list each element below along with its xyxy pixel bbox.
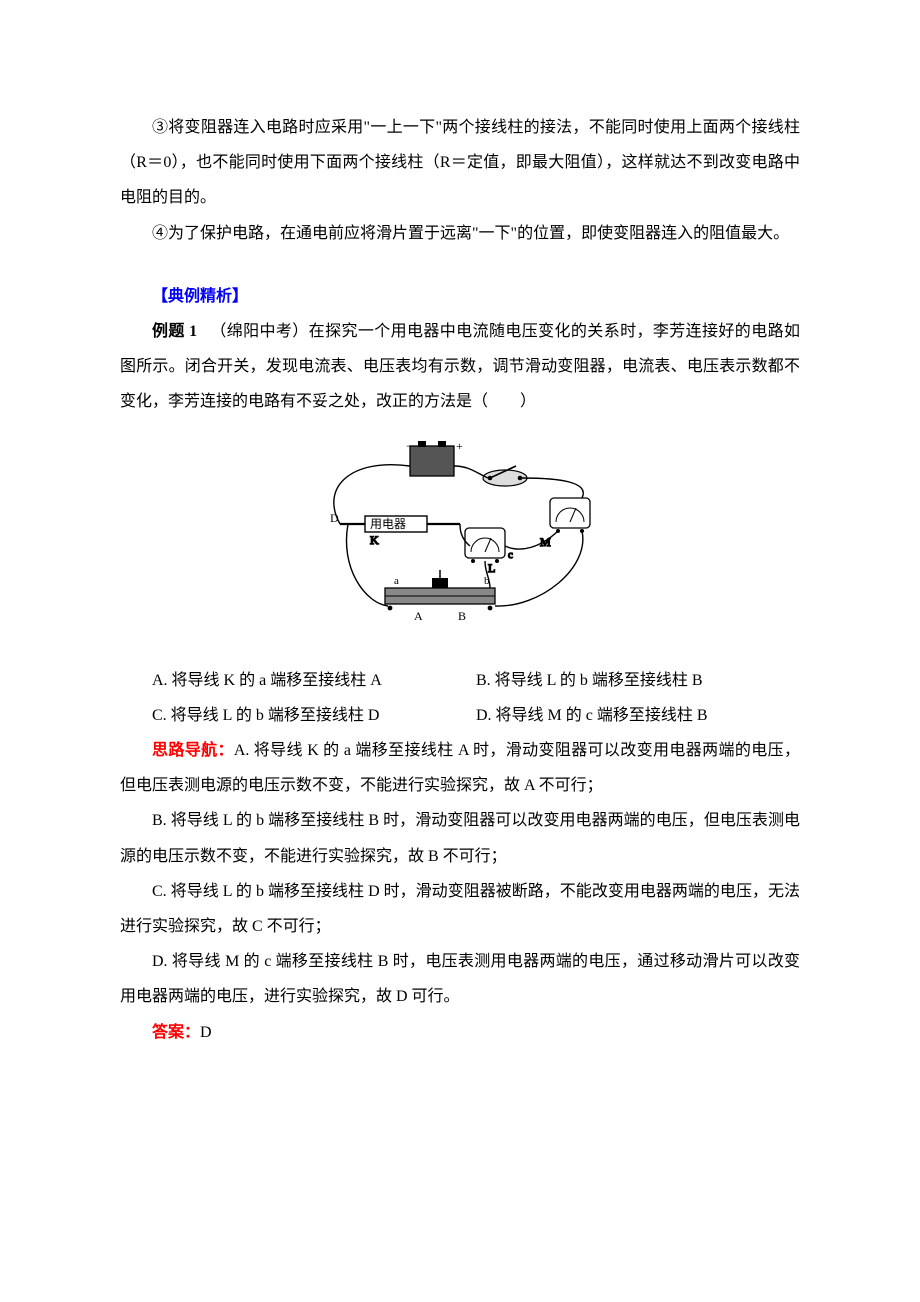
- analysis-B: B. 将导线 L 的 b 端移至接线柱 B 时，滑动变阻器可以改变用电器两端的电…: [120, 803, 800, 873]
- wire-K-label: K: [370, 533, 379, 547]
- wire-L-label: L: [488, 561, 495, 575]
- wire-M-label: M: [540, 535, 551, 549]
- paragraph-rule-3: ③将变阻器连入电路时应采用"一上一下"两个接线柱的接法，不能同时使用上面两个接线…: [120, 110, 800, 216]
- document-page: ③将变阻器连入电路时应采用"一上一下"两个接线柱的接法，不能同时使用上面两个接线…: [0, 0, 920, 1302]
- spacer: [120, 251, 800, 279]
- device-icon: 用电器 D: [330, 511, 460, 532]
- options-row-1: A. 将导线 K 的 a 端移至接线柱 A B. 将导线 L 的 b 端移至接线…: [120, 663, 800, 698]
- terminal-A-label: A: [414, 609, 423, 623]
- terminal-a-label: a: [394, 575, 399, 587]
- ammeter-icon: [465, 528, 505, 563]
- circuit-figure: − +: [120, 438, 800, 641]
- option-A: A. 将导线 K 的 a 端移至接线柱 A: [152, 663, 476, 698]
- answer-line: 答案：D: [120, 1015, 800, 1050]
- analysis-D: D. 将导线 M 的 c 端移至接线柱 B 时，电压表测用电器两端的电压，通过移…: [120, 944, 800, 1014]
- paragraph-rule-4: ④为了保护电路，在通电前应将滑片置于远离"一下"的位置，即使变阻器连入的阻值最大…: [120, 216, 800, 251]
- option-D: D. 将导线 M 的 c 端移至接线柱 B: [476, 698, 800, 733]
- example-label: 例题 1: [152, 323, 197, 340]
- option-B: B. 将导线 L 的 b 端移至接线柱 B: [476, 663, 800, 698]
- battery-icon: − +: [406, 439, 463, 476]
- battery-minus-label: −: [406, 439, 413, 453]
- battery-plus-label: +: [456, 439, 463, 453]
- analysis-C: C. 将导线 L 的 b 端移至接线柱 D 时，滑动变阻器被断路，不能改变用电器…: [120, 874, 800, 944]
- circuit-svg: − +: [310, 438, 610, 628]
- terminal-B-label: B: [458, 609, 466, 623]
- terminal-c-label: c: [508, 549, 513, 561]
- device-label: 用电器: [370, 517, 406, 531]
- answer-value: D: [200, 1024, 212, 1041]
- section-heading: 【典例精析】: [120, 279, 800, 314]
- rheostat-icon: A B a b: [385, 570, 495, 623]
- example-stem-text: （绵阳中考）在探究一个用电器中电流随电压变化的关系时，李芳连接好的电路如图所示。…: [120, 323, 800, 410]
- analysis-A: 思路导航：A. 将导线 K 的 a 端移至接线柱 A 时，滑动变阻器可以改变用电…: [120, 733, 800, 803]
- analysis-lead: 思路导航：: [152, 742, 234, 759]
- wires: M c L K: [334, 464, 583, 605]
- option-C: C. 将导线 L 的 b 端移至接线柱 D: [152, 698, 476, 733]
- section-heading-text: 【典例精析】: [152, 288, 248, 305]
- answer-label: 答案：: [152, 1024, 200, 1041]
- switch-icon: [483, 466, 527, 486]
- example-1-stem: 例题 1 （绵阳中考）在探究一个用电器中电流随电压变化的关系时，李芳连接好的电路…: [120, 314, 800, 420]
- voltmeter-icon: [550, 498, 590, 533]
- options-row-2: C. 将导线 L 的 b 端移至接线柱 D D. 将导线 M 的 c 端移至接线…: [120, 698, 800, 733]
